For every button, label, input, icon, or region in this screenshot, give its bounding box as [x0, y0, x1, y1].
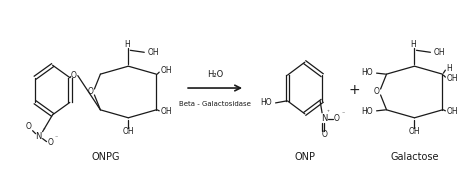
Text: H: H — [125, 40, 130, 49]
Text: H: H — [447, 64, 452, 73]
Text: +: + — [349, 83, 360, 97]
Text: O: O — [88, 87, 93, 96]
Text: N: N — [36, 132, 42, 141]
Text: H: H — [410, 40, 416, 49]
Text: ⁻: ⁻ — [341, 112, 345, 117]
Text: OH: OH — [160, 107, 172, 116]
Text: Galactose: Galactose — [390, 152, 439, 163]
Text: H₂O: H₂O — [207, 70, 223, 79]
Text: HO: HO — [260, 98, 272, 107]
Text: OH: OH — [433, 48, 445, 57]
Text: O: O — [26, 122, 32, 131]
Text: OH: OH — [447, 74, 458, 83]
Text: OH: OH — [122, 127, 134, 136]
Text: ⁺: ⁺ — [42, 128, 45, 133]
Text: OH: OH — [147, 48, 159, 57]
Text: OH: OH — [409, 127, 420, 136]
Text: O: O — [374, 87, 380, 96]
Text: HO: HO — [361, 68, 373, 77]
Text: O: O — [47, 138, 54, 147]
Text: ONP: ONP — [294, 152, 315, 163]
Text: ONPG: ONPG — [91, 152, 119, 163]
Text: N: N — [321, 114, 327, 123]
Text: OH: OH — [447, 107, 458, 116]
Text: ⁻: ⁻ — [55, 136, 58, 141]
Text: Beta - Galactosidase: Beta - Galactosidase — [179, 101, 251, 107]
Text: O: O — [321, 130, 327, 139]
Text: O: O — [71, 71, 77, 80]
Text: O: O — [334, 114, 340, 123]
Text: ⁺: ⁺ — [327, 110, 329, 115]
Text: OH: OH — [160, 66, 172, 75]
Text: HO: HO — [361, 107, 373, 116]
